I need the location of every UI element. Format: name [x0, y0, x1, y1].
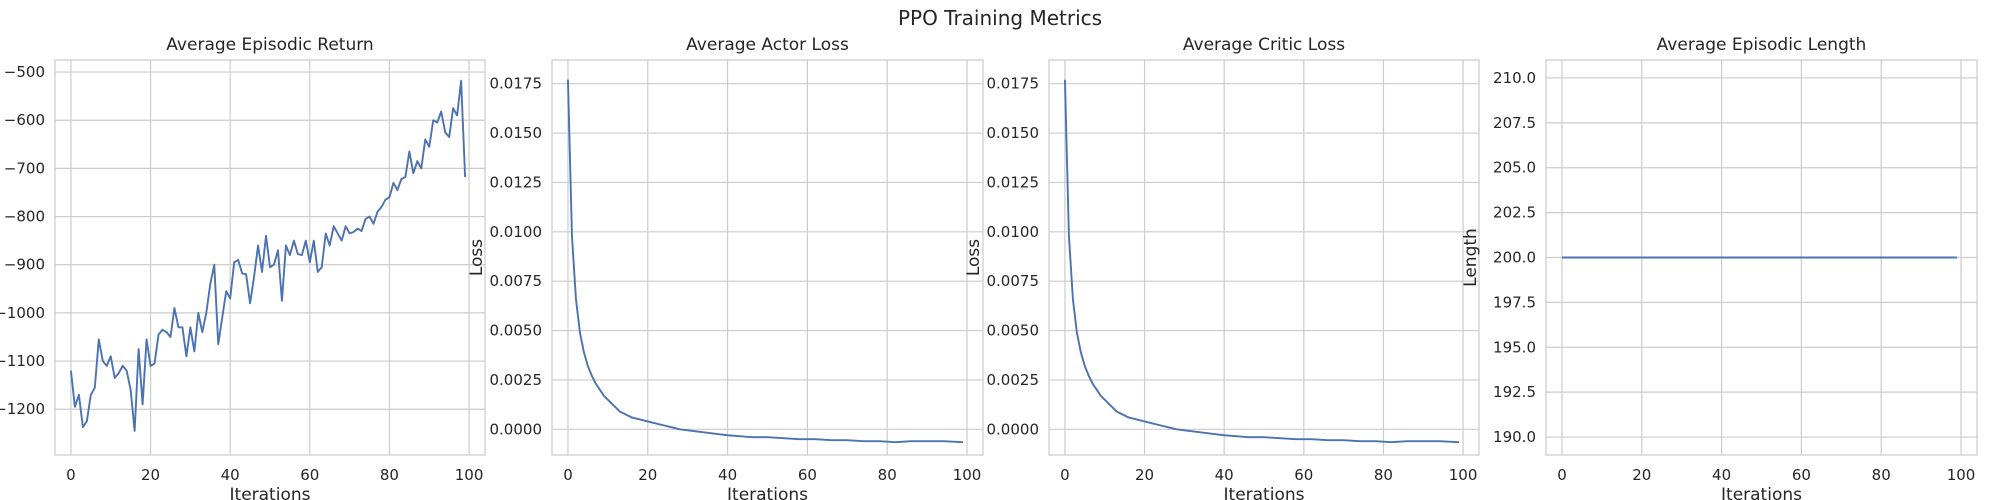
y-tick-label: 0.0000: [490, 420, 543, 438]
figure-title: PPO Training Metrics: [897, 6, 1103, 30]
y-tick-label: 210.0: [1493, 69, 1536, 87]
x-tick-label: 80: [1374, 466, 1393, 484]
y-tick-label: 0.0150: [490, 124, 543, 142]
y-tick-label: −700: [4, 159, 45, 177]
y-tick-label: −800: [4, 208, 45, 226]
x-tick-label: 60: [798, 466, 817, 484]
x-tick-label: 80: [380, 466, 399, 484]
y-tick-label: 205.0: [1493, 159, 1536, 177]
y-tick-label: 0.0025: [987, 371, 1040, 389]
y-tick-label: 0.0175: [987, 75, 1040, 93]
y-tick-label: 197.5: [1493, 293, 1536, 311]
y-tick-label: −900: [4, 256, 45, 274]
x-tick-label: 20: [1135, 466, 1154, 484]
y-tick-label: −1100: [0, 352, 45, 370]
y-tick-label: 0.0175: [490, 75, 543, 93]
x-tick-label: 20: [638, 466, 657, 484]
x-tick-label: 60: [300, 466, 319, 484]
y-tick-label: 0.0050: [987, 322, 1040, 340]
plot-area: [1048, 59, 1480, 456]
x-tick-label: 0: [66, 466, 76, 484]
y-tick-label: −600: [4, 111, 45, 129]
y-tick-label: 0.0125: [987, 173, 1040, 191]
x-axis-label: Iterations: [1721, 485, 1802, 500]
x-tick-label: 40: [221, 466, 240, 484]
y-tick-label: 0.0025: [490, 371, 543, 389]
y-tick-label: 195.0: [1493, 338, 1536, 356]
panel-title: Average Episodic Length: [1657, 35, 1867, 55]
y-tick-label: 0.0100: [490, 223, 543, 241]
y-tick-label: 207.5: [1493, 114, 1536, 132]
y-tick-label: 0.0125: [490, 173, 543, 191]
series-line: [567, 79, 964, 444]
series-line: [1063, 79, 1460, 444]
y-tick-label: 202.5: [1493, 204, 1536, 222]
x-axis-label: Iterations: [727, 485, 808, 500]
y-tick-label: 192.5: [1493, 383, 1536, 401]
plot-area: [551, 59, 984, 456]
x-tick-label: 60: [1792, 466, 1811, 484]
y-tick-label: 0.0100: [987, 223, 1040, 241]
x-axis-label: Iterations: [230, 485, 311, 500]
x-tick-label: 0: [1557, 466, 1567, 484]
x-tick-label: 0: [563, 466, 573, 484]
y-tick-label: 190.0: [1493, 428, 1536, 446]
x-tick-label: 40: [1712, 466, 1731, 484]
y-tick-label: 0.0075: [987, 272, 1040, 290]
x-tick-label: 100: [1449, 466, 1478, 484]
x-axis-label: Iterations: [1224, 485, 1305, 500]
y-axis-label: Loss: [467, 239, 487, 276]
y-tick-label: 0.0000: [987, 420, 1040, 438]
y-axis-label: Length: [1461, 228, 1481, 287]
panel-title: Average Episodic Return: [166, 35, 373, 55]
y-tick-label: 0.0075: [490, 272, 543, 290]
y-tick-label: 0.0050: [490, 322, 543, 340]
y-tick-label: 0.0150: [987, 124, 1040, 142]
plot-area: [54, 59, 486, 456]
y-tick-label: 200.0: [1493, 249, 1536, 267]
x-tick-label: 20: [141, 466, 160, 484]
x-tick-label: 60: [1294, 466, 1313, 484]
y-tick-label: −1200: [0, 400, 45, 418]
y-axis-label: Loss: [964, 239, 984, 276]
y-tick-label: −1000: [0, 304, 45, 322]
x-tick-label: 100: [1947, 466, 1976, 484]
x-tick-label: 100: [455, 466, 484, 484]
x-tick-label: 0: [1060, 466, 1070, 484]
y-tick-label: −500: [4, 63, 45, 81]
x-tick-label: 20: [1632, 466, 1651, 484]
panel-title: Average Critic Loss: [1183, 35, 1345, 55]
x-tick-label: 80: [878, 466, 897, 484]
x-tick-label: 80: [1872, 466, 1891, 484]
x-tick-label: 100: [953, 466, 982, 484]
panel-title: Average Actor Loss: [686, 35, 849, 55]
x-tick-label: 40: [1215, 466, 1234, 484]
series-line: [69, 79, 467, 432]
x-tick-label: 40: [718, 466, 737, 484]
